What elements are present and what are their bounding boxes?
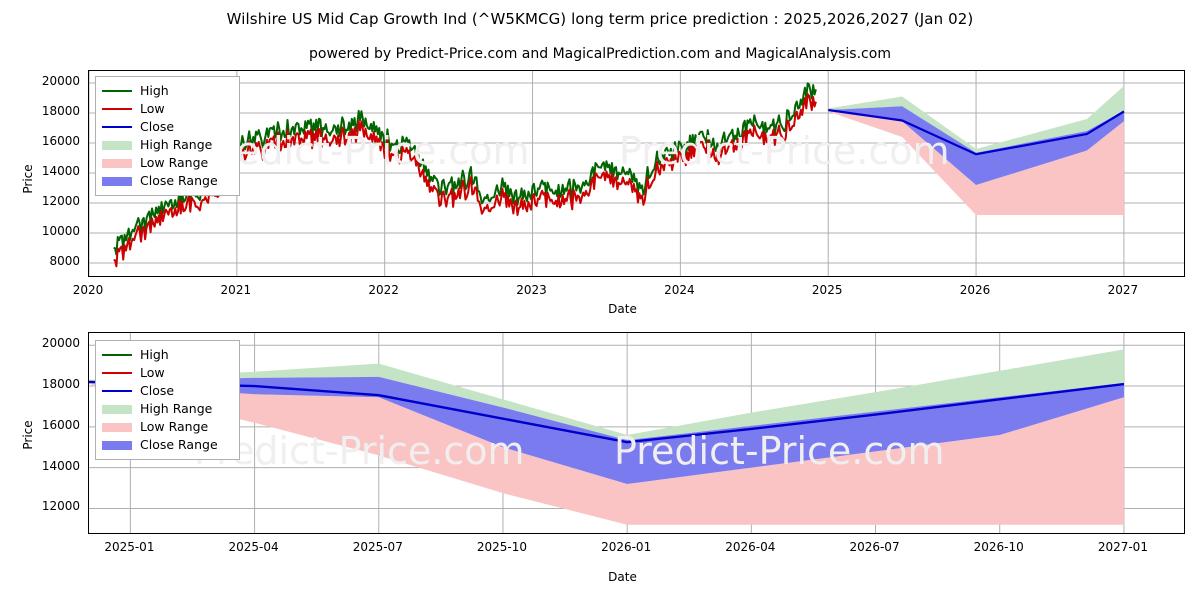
bottom-chart-legend-item-close-range: Close Range <box>102 436 231 454</box>
bottom-chart-legend-swatch-patch <box>102 438 132 452</box>
top-chart-xtick: 2025 <box>811 283 843 297</box>
top-chart-legend-swatch-patch <box>102 174 132 188</box>
top-chart-ytick: 20000 <box>41 74 80 88</box>
top-chart-legend-label: Close <box>140 119 175 134</box>
top-chart-legend-label: Low <box>140 101 165 116</box>
top-chart-legend-label: High Range <box>140 137 213 152</box>
bottom-chart-xtick: 2026-10 <box>973 540 1024 554</box>
bottom-chart-xtick: 2025-10 <box>476 540 528 554</box>
top-chart-legend-swatch-shape <box>102 126 132 128</box>
top-chart-legend-item-close: Close <box>102 118 231 136</box>
top-chart-ytick: 18000 <box>41 104 80 118</box>
top-chart-legend-swatch-shape <box>102 108 132 110</box>
bottom-chart-legend-swatch-shape <box>102 354 132 356</box>
top-chart-xlabel: Date <box>608 302 637 316</box>
top-chart-xtick: 2026 <box>959 283 991 297</box>
bottom-chart-xtick: 2027-01 <box>1097 540 1148 554</box>
bottom-chart-legend-swatch-line <box>102 384 132 398</box>
bottom-chart-ytick: 14000 <box>41 458 80 473</box>
top-chart-legend-item-close-range: Close Range <box>102 172 231 190</box>
top-chart-legend-swatch-patch <box>102 156 132 170</box>
bottom-chart-legend-label: High <box>140 347 169 362</box>
bottom-chart-xlabel: Date <box>608 570 637 584</box>
bottom-chart-legend-swatch-shape <box>102 441 132 450</box>
top-chart-legend-swatch-shape <box>102 90 132 92</box>
bottom-chart-xtick: 2025-01 <box>104 540 155 554</box>
bottom-chart-legend-item-low: Low <box>102 364 231 382</box>
bottom-chart-legend-swatch-patch <box>102 402 132 416</box>
top-chart-legend: High Low Close High Range Low Range Close Ran… <box>95 76 240 196</box>
top-chart-ytick: 14000 <box>41 164 80 178</box>
bottom-chart-legend-label: Low Range <box>140 419 209 434</box>
bottom-chart-legend-label: Close Range <box>140 437 218 452</box>
bottom-chart-plot-area: Predict-Price.com Predict-Price.com <box>88 332 1185 534</box>
top-chart-ytick: 10000 <box>41 224 80 238</box>
top-chart-xtick: 2022 <box>368 283 399 297</box>
top-chart-legend-swatch-line <box>102 102 132 116</box>
top-chart-legend-label: Close Range <box>140 173 218 188</box>
bottom-chart-xtick: 2026-07 <box>849 540 900 554</box>
top-chart-xtick: 2021 <box>220 283 252 297</box>
bottom-chart-legend-swatch-shape <box>102 372 132 374</box>
top-chart-xtick: 2023 <box>516 283 547 297</box>
top-chart-ytick: 8000 <box>49 254 80 268</box>
top-chart-legend-swatch-line <box>102 120 132 134</box>
top-chart-xtick: 2024 <box>664 283 695 297</box>
top-chart-legend-item-low-range: Low Range <box>102 154 231 172</box>
bottom-chart-ylabel: Price <box>21 420 35 450</box>
bottom-chart-svg <box>89 333 1184 533</box>
top-chart-legend-swatch-shape <box>102 141 132 150</box>
bottom-chart-ytick: 20000 <box>41 336 80 351</box>
bottom-chart-xtick: 2025-07 <box>352 540 403 554</box>
bottom-chart-ytick: 18000 <box>41 377 80 392</box>
bottom-chart-legend-swatch-shape <box>102 405 132 414</box>
top-chart-legend-label: High <box>140 83 169 98</box>
bottom-chart-xtick: 2026-01 <box>601 540 652 554</box>
bottom-chart-legend-item-high-range: High Range <box>102 400 231 418</box>
bottom-chart-xtick: 2025-04 <box>228 540 279 554</box>
bottom-chart-legend-swatch-line <box>102 348 132 362</box>
top-chart-legend-swatch-patch <box>102 138 132 152</box>
top-chart-legend-item-high: High <box>102 82 231 100</box>
top-chart-xtick: 2020 <box>72 283 104 297</box>
top-chart-legend-item-low: Low <box>102 100 231 118</box>
top-chart-svg <box>89 71 1184 276</box>
top-chart-legend-swatch-shape <box>102 159 132 168</box>
top-chart-plot-area: Predict-Price.com Predict-Price.com <box>88 70 1185 277</box>
page-subtitle: powered by Predict-Price.com and Magical… <box>309 46 891 62</box>
bottom-chart-legend-swatch-patch <box>102 420 132 434</box>
top-chart-legend-item-high-range: High Range <box>102 136 231 154</box>
bottom-chart-legend-item-close: Close <box>102 382 231 400</box>
top-chart-legend-swatch-line <box>102 84 132 98</box>
bottom-chart-legend-swatch-shape <box>102 423 132 432</box>
bottom-chart-ytick: 12000 <box>41 499 80 514</box>
top-chart-xtick: 2027 <box>1107 283 1139 297</box>
bottom-chart-legend-swatch-line <box>102 366 132 380</box>
bottom-chart-ytick: 16000 <box>41 417 80 432</box>
bottom-chart-legend-label: Close <box>140 383 175 398</box>
top-chart-legend-label: Low Range <box>140 155 209 170</box>
bottom-chart-legend-label: Low <box>140 365 165 380</box>
top-chart-ytick: 16000 <box>41 134 80 148</box>
bottom-chart-legend-swatch-shape <box>102 390 132 392</box>
bottom-chart-legend-label: High Range <box>140 401 213 416</box>
top-chart-ytick: 12000 <box>41 194 80 208</box>
bottom-chart-legend: High Low Close High Range Low Range Close Ran… <box>95 340 240 460</box>
bottom-chart-legend-item-high: High <box>102 346 231 364</box>
page-title: Wilshire US Mid Cap Growth Ind (^W5KMCG)… <box>226 10 974 28</box>
bottom-chart-legend-item-low-range: Low Range <box>102 418 231 436</box>
bottom-chart-xtick: 2026-04 <box>725 540 776 554</box>
top-chart-legend-swatch-shape <box>102 177 132 186</box>
